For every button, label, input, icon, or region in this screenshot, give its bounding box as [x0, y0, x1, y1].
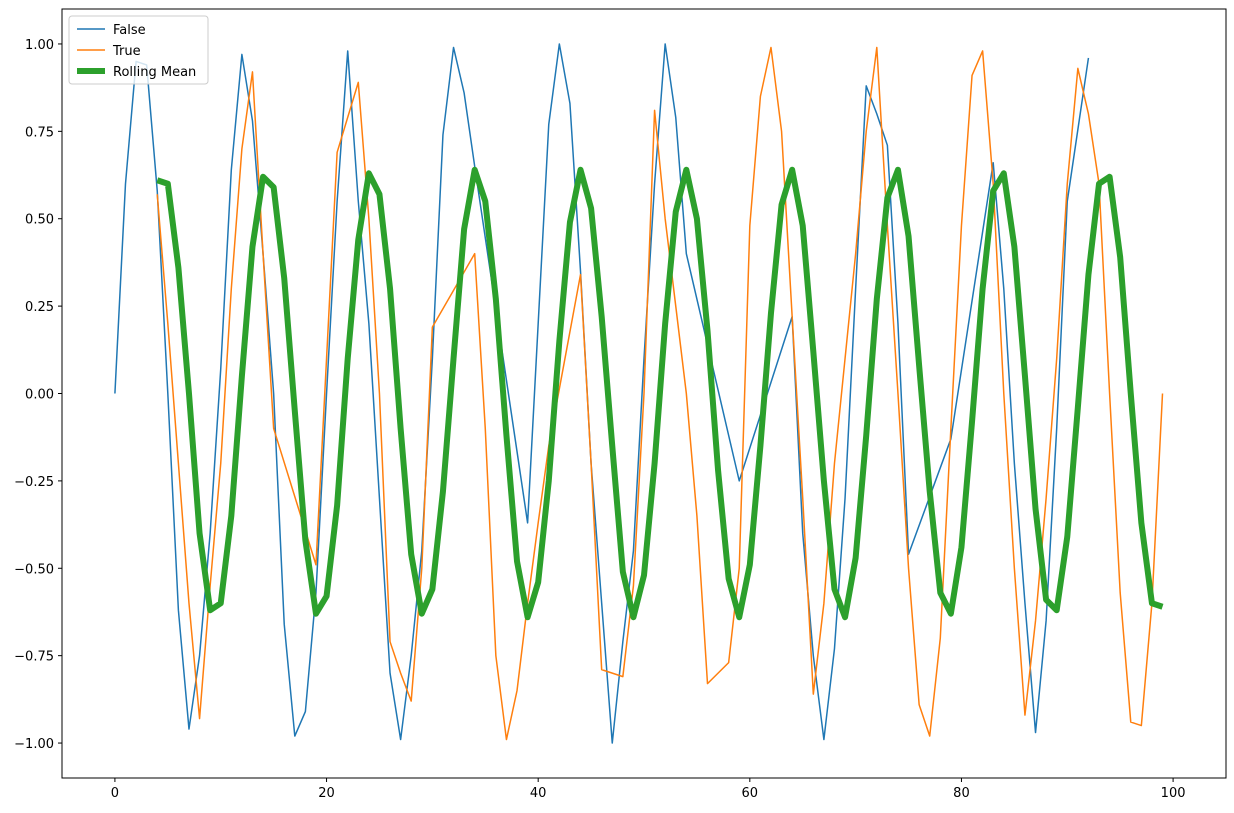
x-tick-label: 60 — [742, 786, 759, 801]
y-tick-label: 0.75 — [25, 125, 54, 140]
series-line-true — [156, 46, 1164, 741]
series-line-rolling-mean — [156, 166, 1164, 621]
y-tick-label: 0.00 — [25, 388, 54, 403]
series-line-false — [114, 43, 1090, 744]
y-tick-label: 0.50 — [25, 213, 54, 228]
x-tick-label: 20 — [318, 786, 335, 801]
y-tick-label: 0.25 — [25, 300, 54, 315]
x-tick-label: 80 — [953, 786, 970, 801]
legend-label-true: True — [112, 44, 141, 59]
legend-label-false: False — [113, 23, 146, 38]
y-tick-label: −0.50 — [14, 562, 54, 577]
x-axis: 0 20 40 60 80 100 — [111, 778, 1186, 801]
y-axis: −1.00 −0.75 −0.50 −0.25 0.00 0.25 0.50 0.75 1.00 — [14, 38, 62, 752]
series-layer — [114, 43, 1164, 744]
y-tick-label: 1.00 — [25, 38, 54, 53]
x-tick-label: 40 — [530, 786, 547, 801]
y-tick-label: −0.75 — [14, 650, 54, 665]
x-tick-label: 100 — [1161, 786, 1186, 801]
legend-label-rolling-mean: Rolling Mean — [113, 65, 196, 80]
x-tick-label: 0 — [111, 786, 119, 801]
y-tick-label: −0.25 — [14, 475, 54, 490]
legend-box — [68, 15, 209, 85]
legend: False True Rolling Mean — [68, 15, 209, 85]
y-tick-label: −1.00 — [14, 737, 54, 752]
